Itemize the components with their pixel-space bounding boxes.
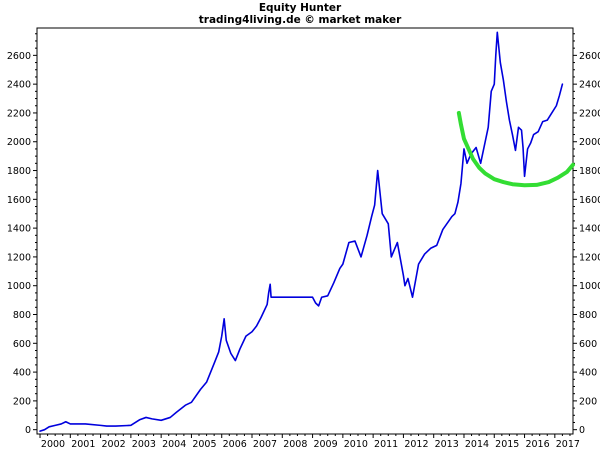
chart-title: Equity Hunter [259, 2, 342, 14]
y-tick-label-left-400: 400 [13, 368, 31, 379]
x-tick-label-2006: 2006 [223, 439, 247, 450]
y-tick-label-left-0: 0 [25, 425, 31, 436]
x-tick-label-2002: 2002 [101, 439, 125, 450]
x-tick-label-2012: 2012 [404, 439, 428, 450]
y-tick-label-left-1600: 1600 [7, 195, 31, 206]
y-tick-label-left-1400: 1400 [7, 224, 31, 235]
y-tick-label-left-200: 200 [13, 396, 31, 407]
x-tick-label-2009: 2009 [313, 439, 337, 450]
chart-subtitle: trading4living.de © market maker [199, 14, 402, 26]
x-tick-label-2007: 2007 [253, 439, 277, 450]
y-tick-label-right-1400: 1400 [579, 224, 600, 235]
x-tick-label-2014: 2014 [465, 439, 489, 450]
x-tick-label-2004: 2004 [162, 439, 186, 450]
x-tick-label-2015: 2015 [495, 439, 519, 450]
y-tick-label-right-600: 600 [579, 339, 597, 350]
y-tick-label-left-2200: 2200 [7, 108, 31, 119]
x-tick-label-2005: 2005 [192, 439, 216, 450]
price-series-line [39, 31, 564, 432]
y-tick-label-right-2400: 2400 [579, 80, 600, 91]
y-tick-label-left-600: 600 [13, 339, 31, 350]
x-tick-label-2008: 2008 [283, 439, 307, 450]
y-tick-label-right-0: 0 [579, 425, 585, 436]
x-tick-label-2011: 2011 [374, 439, 398, 450]
y-tick-label-right-200: 200 [579, 396, 597, 407]
y-tick-label-left-1800: 1800 [7, 166, 31, 177]
y-tick-label-right-1600: 1600 [579, 195, 600, 206]
x-tick-label-2017: 2017 [556, 439, 580, 450]
x-tick-label-2010: 2010 [344, 439, 368, 450]
x-tick-label-2013: 2013 [435, 439, 459, 450]
y-tick-label-left-2600: 2600 [7, 51, 31, 62]
y-tick-label-right-2600: 2600 [579, 51, 600, 62]
y-tick-label-right-800: 800 [579, 310, 597, 321]
y-tick-label-right-2000: 2000 [579, 137, 600, 148]
y-tick-label-left-1000: 1000 [7, 281, 31, 292]
y-tick-label-right-1200: 1200 [579, 252, 600, 263]
x-tick-label-2001: 2001 [71, 439, 95, 450]
y-tick-label-right-400: 400 [579, 368, 597, 379]
y-tick-label-right-1800: 1800 [579, 166, 600, 177]
x-tick-label-2000: 2000 [41, 439, 65, 450]
y-tick-label-left-2400: 2400 [7, 80, 31, 91]
series-layer [39, 31, 575, 432]
trend-arc-line [456, 110, 575, 188]
x-tick-label-2016: 2016 [525, 439, 549, 450]
x-tick-label-2003: 2003 [132, 439, 156, 450]
axes: 0 0 200 200 400 400 600 600 800 800 1000 1000 1200 12… [7, 33, 600, 450]
y-tick-label-right-1000: 1000 [579, 281, 600, 292]
y-tick-label-left-1200: 1200 [7, 252, 31, 263]
y-tick-label-left-2000: 2000 [7, 137, 31, 148]
y-tick-label-left-800: 800 [13, 310, 31, 321]
y-tick-label-right-2200: 2200 [579, 108, 600, 119]
